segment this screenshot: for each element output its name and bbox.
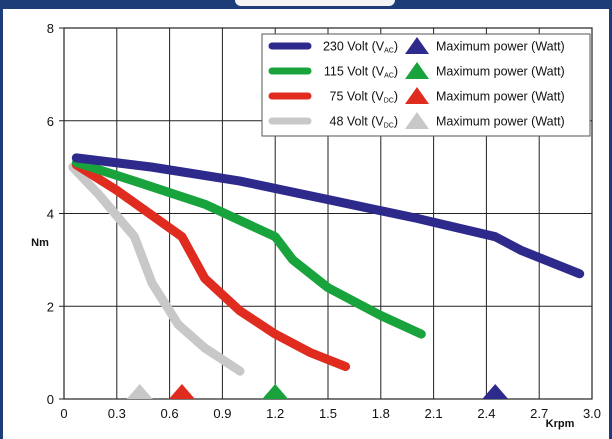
y-tick-label: 0 bbox=[47, 392, 54, 407]
x-tick-label: 2.7 bbox=[530, 406, 548, 421]
series-line bbox=[71, 157, 426, 339]
max-power-marker bbox=[482, 384, 509, 399]
max-power-markers bbox=[126, 384, 509, 399]
x-tick-label: 0.6 bbox=[161, 406, 179, 421]
x-tick-label: 1.5 bbox=[319, 406, 337, 421]
legend-label: 230 Volt (VAC) bbox=[323, 40, 398, 55]
legend-label: 115 Volt (VAC) bbox=[324, 65, 398, 80]
legend-label: 75 Volt (VDC) bbox=[330, 90, 399, 105]
legend-marker bbox=[405, 37, 429, 54]
x-tick-label: 2.4 bbox=[477, 406, 495, 421]
y-axis-label: Nm bbox=[31, 237, 49, 249]
legend-marker-label: Maximum power (Watt) bbox=[436, 90, 565, 104]
max-power-marker bbox=[168, 384, 195, 399]
x-tick-label: 1.8 bbox=[372, 406, 390, 421]
y-tick-label: 6 bbox=[47, 114, 54, 129]
legend-marker-label: Maximum power (Watt) bbox=[436, 65, 565, 79]
x-tick-labels: 0 0.3 0.6 0.9 1.2 1.5 1.8 2.1 2.4 2.7 3.0 bbox=[60, 406, 601, 421]
header-band bbox=[0, 0, 612, 9]
y-tick-label: 2 bbox=[47, 299, 54, 314]
x-tick-label: 2.1 bbox=[425, 406, 443, 421]
x-tick-label: 3.0 bbox=[583, 406, 601, 421]
x-axis-label: Krpm bbox=[546, 418, 575, 430]
legend-marker bbox=[405, 87, 429, 104]
max-power-marker bbox=[262, 384, 289, 399]
y-tick-labels: 0 2 4 6 8 bbox=[47, 21, 54, 407]
legend-marker bbox=[405, 62, 429, 79]
x-tick-label: 0.9 bbox=[213, 406, 231, 421]
legend-marker bbox=[405, 112, 429, 129]
series-line bbox=[71, 160, 351, 372]
legend: 230 Volt (VAC) Maximum power (Watt) 115 Vo… bbox=[261, 33, 591, 137]
x-tick-label: 1.2 bbox=[266, 406, 284, 421]
x-tick-label: 0.3 bbox=[108, 406, 126, 421]
series-line bbox=[71, 153, 585, 279]
legend-marker-label: Maximum power (Watt) bbox=[436, 115, 565, 129]
max-power-marker bbox=[126, 384, 153, 399]
series-line bbox=[68, 162, 245, 376]
y-tick-label: 8 bbox=[47, 21, 54, 36]
x-tick-label: 0 bbox=[60, 406, 67, 421]
header-tab bbox=[235, 0, 395, 6]
legend-label: 48 Volt (VDC) bbox=[330, 115, 399, 130]
legend-marker-label: Maximum power (Watt) bbox=[436, 40, 565, 54]
y-tick-label: 4 bbox=[47, 207, 54, 222]
series-lines bbox=[68, 153, 585, 376]
